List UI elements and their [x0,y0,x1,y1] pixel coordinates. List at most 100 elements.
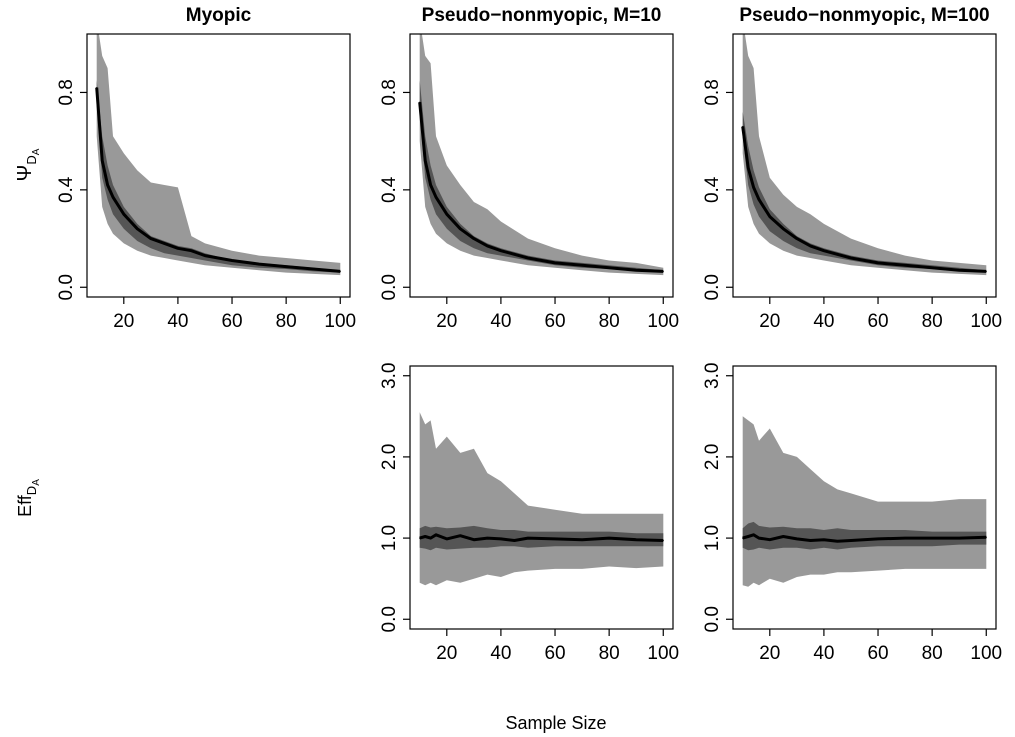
x-tick-label: 40 [490,311,511,332]
median-point [473,237,475,240]
median-line [419,533,664,542]
y-tick-label: 0.0 [379,274,400,300]
panel-title: Myopic [186,5,252,26]
y-tick-label: 0.8 [56,79,77,105]
median-point [662,270,664,273]
y-tick-label: 0.0 [702,274,723,300]
median-point [435,196,437,198]
y-tick-label: 2.0 [379,444,400,470]
x-tick-label: 80 [276,311,297,332]
median-point [931,267,933,269]
y-tick-label: 3.0 [379,363,400,389]
y-tick-label: 0.0 [56,274,77,300]
median-point [285,265,287,268]
median-point [581,539,583,541]
median-point [877,538,879,540]
y-tick-label: 0.4 [56,176,77,203]
median-point [958,269,960,271]
svg-text:EffDA: EffDA [15,479,42,517]
x-tick-label: 20 [436,643,457,664]
y-label-psi-sub: D [24,155,39,164]
median-point [608,267,610,269]
median-point [796,538,798,540]
x-tick-label: 40 [813,643,834,664]
median-point [635,269,637,271]
x-tick-label: 20 [436,311,457,332]
plot-frame [409,365,674,630]
median-point [958,537,960,539]
x-tick-label: 40 [490,643,511,664]
y-tick-label: 3.0 [702,363,723,389]
x-tick-label: 80 [599,643,620,664]
plot-area [741,34,987,276]
median-point [758,537,760,539]
median-point [424,160,426,162]
median-point [177,247,179,249]
median-point [459,535,461,537]
x-tick-label: 100 [970,311,1002,332]
panel-title: Pseudo−nonmyopic, M=100 [739,5,989,26]
y-tick-label: 0.0 [379,606,400,632]
plot-frame [732,365,997,630]
y-tick-label: 1.0 [379,525,400,551]
median-point [446,213,448,215]
median-point [258,263,260,265]
median-point [500,250,502,252]
x-tick-label: 60 [544,643,565,664]
median-point [486,245,488,247]
median-point [204,255,206,257]
x-tick-label: 60 [221,311,242,332]
median-point [809,245,811,247]
median-point [985,270,987,273]
x-tick-label: 60 [867,643,888,664]
median-point [419,537,421,539]
median-point [742,537,744,539]
outer-band [742,34,987,276]
y-tick-label: 0.0 [702,606,723,632]
median-point [823,250,825,252]
median-point [782,228,784,230]
y-axis-label-eff: EffDA [15,479,42,517]
y-tick-label: 0.4 [702,176,723,203]
median-point [123,213,125,215]
y-label-psi-subsub: A [31,148,42,155]
median-point [782,535,784,538]
median-point [419,101,421,103]
median-point [473,539,475,541]
median-point [150,237,152,240]
median-point [96,86,98,89]
plot-area [419,412,664,586]
median-point [769,216,771,218]
median-point [459,228,461,230]
median-line [742,533,987,543]
plot-frame [732,33,997,298]
x-tick-label: 60 [544,311,565,332]
median-point [836,540,839,542]
median-point [500,538,502,540]
median-point [850,539,852,542]
x-tick-label: 20 [759,311,780,332]
y-label-psi-base: Ψ [14,165,36,182]
median-point [904,264,906,266]
median-point [312,268,314,270]
x-tick-label: 100 [647,311,679,332]
median-point [904,537,906,539]
median-point [752,534,755,536]
median-point [747,535,749,538]
median-point [662,539,664,542]
median-point [931,537,933,539]
median-point [429,184,432,186]
y-tick-label: 0.8 [379,79,400,105]
y-label-eff-base: Eff [15,494,35,517]
panel-psi_pnm10: 20 40 60 80 100 0.0 0.4 0.8 Pseudo−nonmyopic, M=… [379,5,679,332]
x-tick-label: 20 [759,643,780,664]
median-point [823,539,825,541]
median-point [796,237,798,240]
median-point [112,196,114,198]
median-point [446,538,448,540]
y-tick-label: 0.8 [702,79,723,105]
median-point [554,538,556,540]
inner-band [742,521,987,551]
y-tick-label: 0.4 [379,176,400,203]
